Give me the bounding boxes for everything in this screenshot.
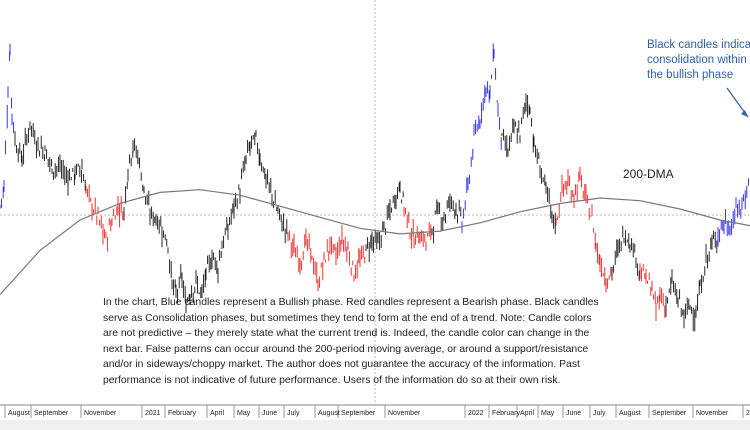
x-axis-ticks [4,405,744,418]
x-tick-label: 2021 [145,410,161,417]
x-tick-label: 2 [746,410,750,417]
x-axis: August September November 2021 February April… [0,404,750,430]
x-tick-label: July [593,410,606,417]
ma-200-line [0,189,750,296]
x-tick-label: February [492,410,521,417]
x-tick-label: April [210,410,224,417]
x-tick-label: May [237,410,251,417]
x-tick-label: May [541,410,555,417]
x-tick-label: June [262,410,277,417]
x-axis-labels: August September November 2021 February April… [8,410,750,417]
x-tick-label: July [287,410,300,417]
annotation-text: Black candles indicat consolidation with… [647,38,750,83]
x-tick-label: June [566,410,581,417]
x-tick-label: November [388,410,421,417]
x-tick-label: September [34,410,69,417]
disclaimer-note: In the chart, Blue candles represent a B… [103,297,599,386]
x-tick-label: September [652,410,687,417]
ma-200-label: 200-DMA [623,167,674,181]
x-tick-label: November [84,410,117,417]
candles-layer [0,43,749,332]
annotation-line-3: the bullish phase [647,69,734,81]
x-tick-label: April [520,410,534,417]
horizontal-scrollbar[interactable] [0,420,750,430]
x-tick-label: August [619,410,641,417]
x-tick-label: November [696,410,729,417]
annotation-line-1: Black candles indicat [647,39,750,51]
x-tick-label: August [8,410,30,417]
x-tick-label: September [341,410,376,417]
annotation-arrow-head [741,110,748,117]
annotation-line-2: consolidation within [647,54,747,66]
x-tick-label: 2022 [468,410,484,417]
x-tick-label: February [168,410,197,417]
x-tick-label: August [318,410,340,417]
